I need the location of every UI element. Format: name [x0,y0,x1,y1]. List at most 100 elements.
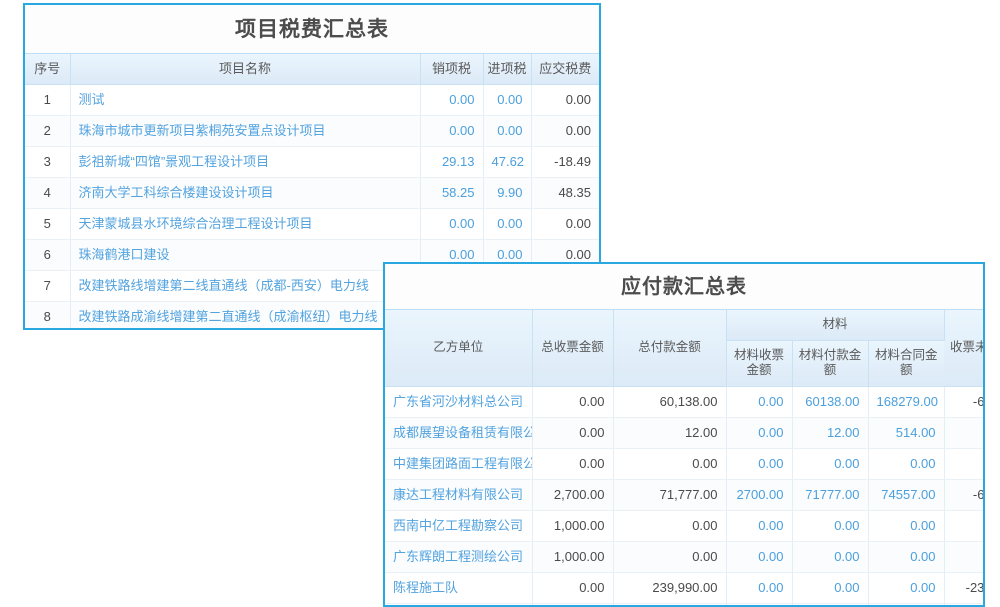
cell-index: 3 [25,146,71,179]
cell-output-tax: 29.13 [420,146,484,179]
cell-total-invoice: 0.00 [532,572,614,604]
col-header-total-invoice[interactable]: 总收票金额 [532,310,614,387]
cell-material-invoice: 2700.00 [726,479,793,511]
cell-index: 2 [25,115,71,148]
cell-invoice-unpaid: 1,000.00 [944,510,983,542]
col-header-invoice-unpaid[interactable]: 收票未付款金额 [944,310,983,387]
cell-party-b[interactable]: 西南中亿工程勘察公司 [385,510,533,542]
cell-material-paid: 0.00 [792,448,869,480]
cell-total-paid: 239,990.00 [613,572,727,604]
cell-project-name[interactable]: 彭祖新城“四馆”景观工程设计项目 [70,146,421,179]
cell-project-name[interactable]: 测试 [70,84,421,117]
cell-total-paid: 71,777.00 [613,479,727,511]
col-header-output-tax[interactable]: 销项税 [420,54,484,86]
cell-material-contract: 0.00 [868,572,945,604]
col-header-input-tax[interactable]: 进项税 [483,54,532,86]
col-header-material-invoice[interactable]: 材料收票金额 [726,340,793,387]
cell-material-invoice: 0.00 [726,603,793,605]
cell-material-paid: 60138.00 [792,386,869,418]
table-row[interactable]: 广东省河沙材料总公司 0.00 60,138.00 0.00 60138.00 16827… [385,386,983,418]
cell-index: 8 [25,301,71,328]
cell-total-paid: 0.00 [613,510,727,542]
payable-summary-title: 应付款汇总表 [385,264,983,310]
cell-project-name[interactable]: 改建铁路线增建第二线直通线（成都-西安）电力线 [70,270,421,303]
cell-party-b[interactable]: 广东辉朗工程测绘公司 [385,541,533,573]
cell-material-paid: 0.00 [792,603,869,605]
cell-project-name[interactable]: 珠海鹤港口建设 [70,239,421,272]
cell-invoice-unpaid: -239,990.00 [944,572,983,604]
cell-invoice-unpaid: 1,000.00 [944,541,983,573]
cell-output-tax: 58.25 [420,177,484,210]
table-row[interactable]: 中建集团路面工程有限公司0.000.000.000.000.000.00 [385,448,983,480]
cell-index: 7 [25,270,71,303]
cell-payable-tax: 48.35 [531,177,599,210]
col-header-project-name[interactable]: 项目名称 [70,54,421,86]
cell-project-name[interactable]: 珠海市城市更新项目紫桐苑安置点设计项目 [70,115,421,148]
col-header-material-contract[interactable]: 材料合同金额 [868,340,945,387]
tax-summary-panel: 项目税费汇总表 序号 项目名称 销项税 进项税 应交税费 1 测试 0.00 0.00… [23,3,601,330]
cell-input-tax: 47.62 [483,146,532,179]
cell-invoice-unpaid: -69,077.00 [944,479,983,511]
cell-index: 6 [25,239,71,272]
cell-material-invoice: 0.00 [726,386,793,418]
cell-party-b[interactable]: 广东省河沙材料总公司 [385,386,533,418]
col-header-total-paid[interactable]: 总付款金额 [613,310,727,387]
table-row[interactable]: 广东辉朗工程测绘公司1,000.000.000.000.000.001,000.… [385,541,983,573]
cell-material-contract: 0.00 [868,448,945,480]
col-header-payable-tax[interactable]: 应交税费 [531,54,599,86]
cell-material-paid: 0.00 [792,572,869,604]
cell-material-contract: 514.00 [868,417,945,449]
cell-material-contract: 0.00 [868,510,945,542]
cell-index: 4 [25,177,71,210]
cell-total-invoice: 1,000.00 [532,510,614,542]
table-row[interactable]: 2 珠海市城市更新项目紫桐苑安置点设计项目 0.00 0.00 0.00 [25,115,599,148]
cell-party-b[interactable]: 康达工程材料有限公司 [385,479,533,511]
cell-project-name[interactable]: 天津蒙城县水环境综合治理工程设计项目 [70,208,421,241]
cell-material-contract: 74557.00 [868,479,945,511]
cell-material-paid: 71777.00 [792,479,869,511]
col-header-material-paid[interactable]: 材料付款金额 [792,340,869,387]
payable-table-header-row-2: 材料收票金额 材料付款金额 材料合同金额 [385,340,983,387]
cell-invoice-unpaid: -60,138.00 [944,386,983,418]
table-row[interactable]: 3 彭祖新城“四馆”景观工程设计项目 29.13 47.62 -18.49 [25,146,599,179]
col-header-party-b[interactable]: 乙方单位 [385,310,533,387]
col-header-group-material: 材料 [726,310,945,341]
cell-material-invoice: 0.00 [726,572,793,604]
cell-index: 1 [25,84,71,117]
table-row[interactable]: 5 天津蒙城县水环境综合治理工程设计项目 0.00 0.00 0.00 [25,208,599,241]
table-row[interactable]: 4 济南大学工科综合楼建设设计项目 58.25 9.90 48.35 [25,177,599,210]
table-row[interactable]: 康达工程材料有限公司 2,700.00 71,777.00 2700.00 71777.… [385,479,983,511]
col-header-index[interactable]: 序号 [25,54,71,86]
cell-input-tax: 0.00 [483,84,532,117]
cell-project-name[interactable]: 改建铁路成渝线增建第二直通线（成渝枢纽）电力线 [70,301,421,328]
table-row[interactable]: 1 测试 0.00 0.00 0.00 [25,84,599,117]
cell-party-b[interactable]: 任明成施工队 [385,603,533,605]
cell-payable-tax: 0.00 [531,208,599,241]
table-row[interactable]: 陈程施工队0.00239,990.000.000.000.00-239,990.… [385,572,983,604]
table-row[interactable]: 成都展望设备租赁有限公司0.0012.000.0012.00514.00-12.… [385,417,983,449]
cell-material-invoice: 0.00 [726,417,793,449]
cell-material-invoice: 0.00 [726,448,793,480]
cell-project-name[interactable]: 济南大学工科综合楼建设设计项目 [70,177,421,210]
cell-payable-tax: 0.00 [531,84,599,117]
cell-material-contract: 0.00 [868,541,945,573]
table-row[interactable]: 西南中亿工程勘察公司1,000.000.000.000.000.001,000.… [385,510,983,542]
cell-total-invoice: 0.00 [532,417,614,449]
cell-material-paid: 0.00 [792,510,869,542]
cell-invoice-unpaid: 0.00 [944,603,983,605]
cell-invoice-unpaid: 0.00 [944,448,983,480]
cell-input-tax: 0.00 [483,115,532,148]
cell-material-contract: 0.00 [868,603,945,605]
cell-total-invoice: 2,700.00 [532,479,614,511]
cell-party-b[interactable]: 陈程施工队 [385,572,533,604]
cell-material-paid: 12.00 [792,417,869,449]
payable-summary-panel: 应付款汇总表 乙方单位 总收票金额 总付款金额 材料 收票未付款金额 材料收票金… [383,262,985,607]
table-row[interactable]: 任明成施工队0.000.000.000.000.000.00 [385,603,983,605]
cell-party-b[interactable]: 中建集团路面工程有限公司 [385,448,533,480]
cell-party-b[interactable]: 成都展望设备租赁有限公司 [385,417,533,449]
tax-summary-table: 序号 项目名称 销项税 进项税 应交税费 1 测试 0.00 0.00 0.00 2 珠海市… [25,54,599,328]
cell-total-paid: 0.00 [613,603,727,605]
cell-total-invoice: 0.00 [532,448,614,480]
cell-payable-tax: -18.49 [531,146,599,179]
payable-table-header-row-1: 乙方单位 总收票金额 总付款金额 材料 收票未付款金额 [385,310,983,387]
